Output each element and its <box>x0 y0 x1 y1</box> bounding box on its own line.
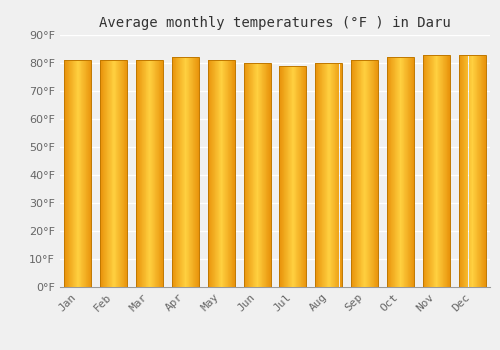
Bar <box>458 55 485 287</box>
Bar <box>136 60 163 287</box>
Bar <box>244 63 270 287</box>
Bar <box>387 57 414 287</box>
Bar <box>423 55 450 287</box>
Bar <box>172 57 199 287</box>
Bar <box>64 60 92 287</box>
Bar <box>316 63 342 287</box>
Bar <box>351 60 378 287</box>
Bar <box>208 60 234 287</box>
Title: Average monthly temperatures (°F ) in Daru: Average monthly temperatures (°F ) in Da… <box>99 16 451 30</box>
Bar <box>100 60 127 287</box>
Bar <box>280 66 306 287</box>
